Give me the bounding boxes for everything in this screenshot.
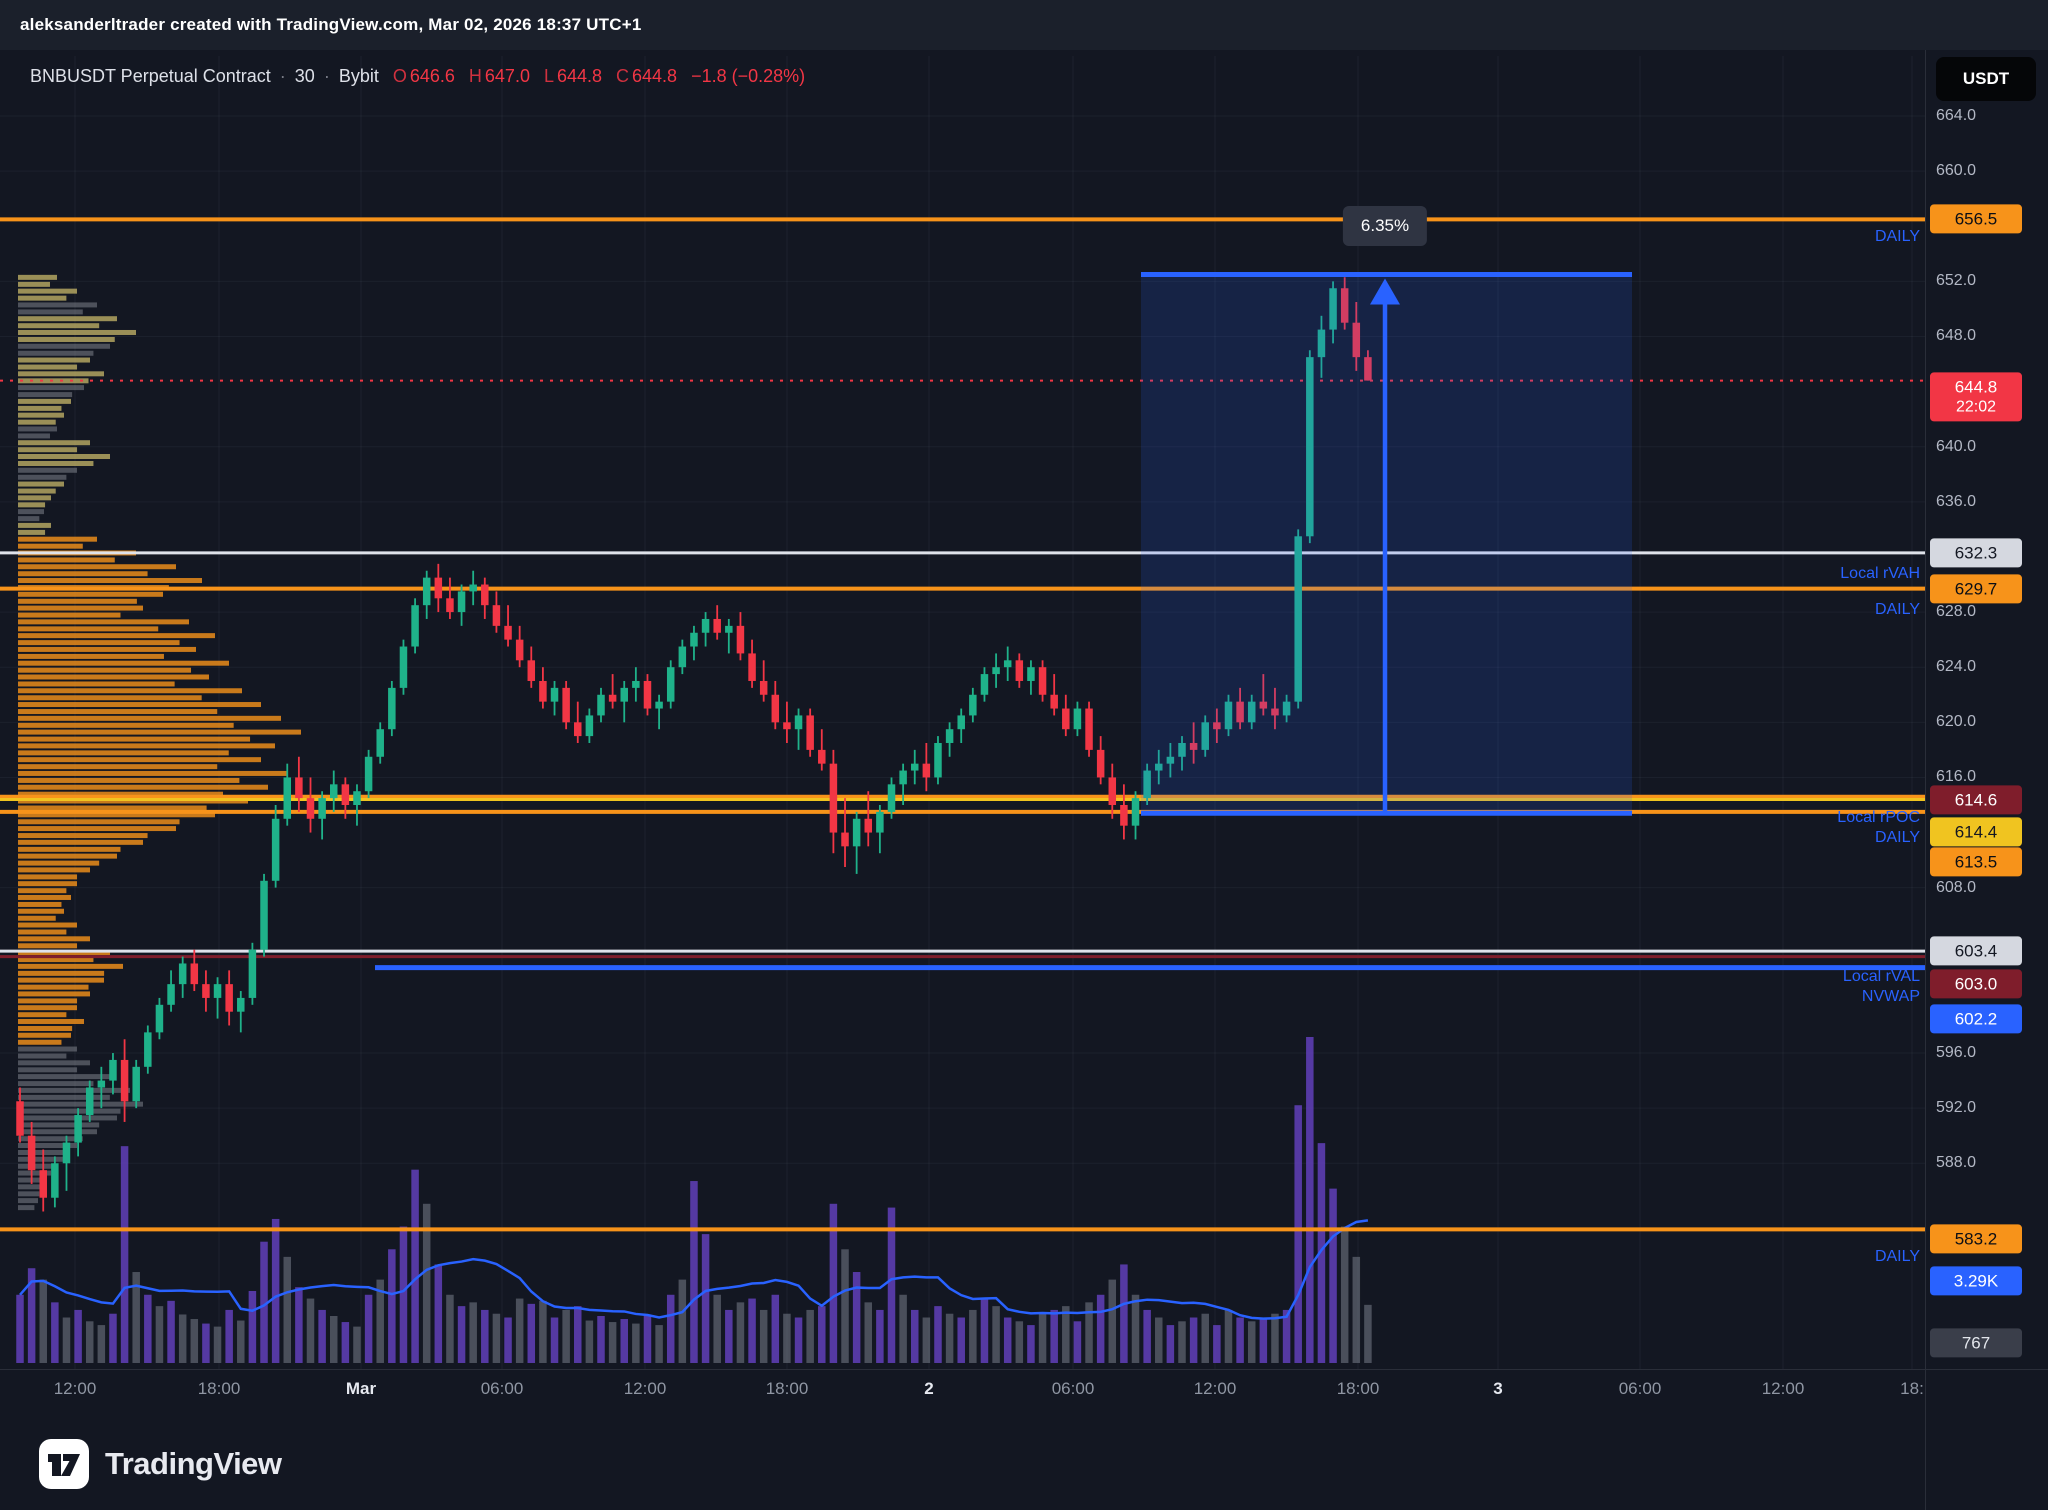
tradingview-watermark[interactable]: TradingView bbox=[38, 1438, 282, 1490]
change-value: −1.8 (−0.28%) bbox=[691, 66, 806, 86]
tradingview-logo-text: TradingView bbox=[105, 1446, 282, 1481]
open-value: 646.6 bbox=[409, 66, 455, 86]
currency-toggle-button[interactable]: USDT bbox=[1936, 57, 2036, 101]
tradingview-logo-icon bbox=[39, 1439, 89, 1489]
symbol-title[interactable]: BNBUSDT Perpetual Contract bbox=[30, 66, 271, 86]
low-label: L bbox=[543, 66, 554, 86]
time-axis-border bbox=[0, 1369, 2048, 1370]
high-value: 647.0 bbox=[484, 66, 530, 86]
close-value: 644.8 bbox=[632, 66, 678, 86]
attribution-bar: aleksanderltrader created with TradingVi… bbox=[0, 0, 2048, 50]
interval-label[interactable]: 30 bbox=[294, 66, 315, 86]
attribution-text: aleksanderltrader created with TradingVi… bbox=[20, 15, 642, 34]
legend-separator: · bbox=[323, 66, 330, 86]
open-label: O bbox=[392, 66, 407, 86]
legend-separator: · bbox=[279, 66, 286, 86]
symbol-legend[interactable]: BNBUSDT Perpetual Contract · 30 · Bybit … bbox=[30, 66, 805, 87]
exchange-label[interactable]: Bybit bbox=[338, 66, 379, 86]
price-axis-border bbox=[1925, 50, 1926, 1510]
measure-percent-tooltip: 6.35% bbox=[1342, 206, 1428, 246]
high-label: H bbox=[468, 66, 482, 86]
low-value: 644.8 bbox=[556, 66, 603, 86]
close-label: C bbox=[616, 66, 630, 86]
